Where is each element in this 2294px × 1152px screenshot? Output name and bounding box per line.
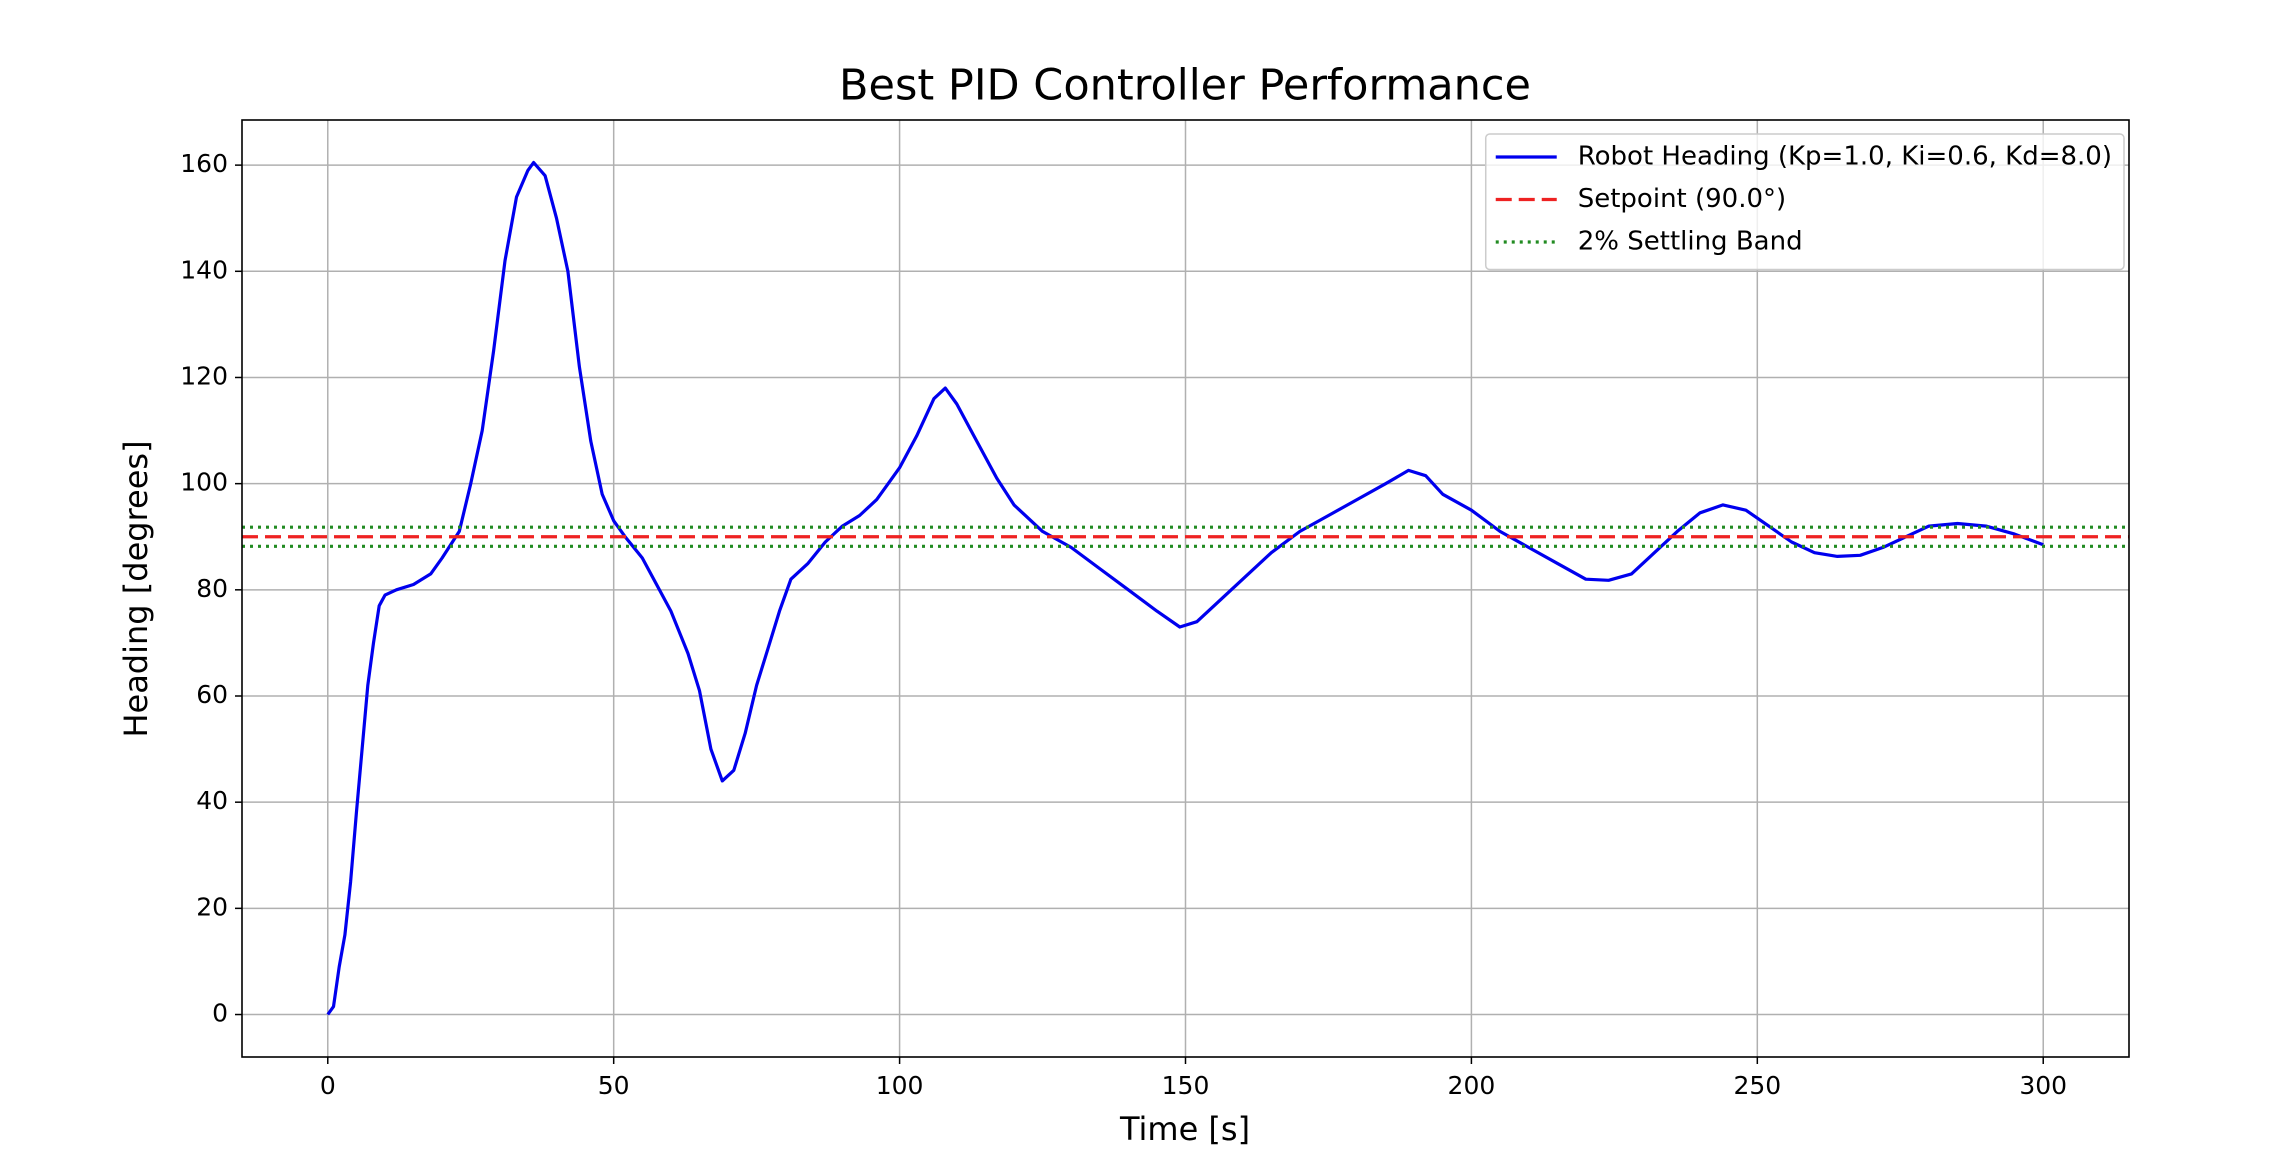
x-axis-label: Time [s]	[1119, 1110, 1250, 1148]
legend-label: Setpoint (90.0°)	[1578, 184, 1786, 214]
legend: Robot Heading (Kp=1.0, Ki=0.6, Kd=8.0) Se…	[1484, 133, 2125, 271]
x-tick-label: 100	[876, 1071, 924, 1100]
legend-label: Robot Heading (Kp=1.0, Ki=0.6, Kd=8.0)	[1578, 142, 2112, 172]
y-tick-label: 20	[196, 892, 228, 921]
legend-label: 2% Settling Band	[1578, 227, 1803, 257]
y-tick-label: 120	[180, 361, 228, 390]
y-tick-label: 160	[180, 149, 228, 178]
y-tick-label: 100	[180, 468, 228, 497]
legend-box	[1484, 133, 2125, 271]
y-tick-label: 60	[196, 680, 228, 709]
y-tick-label: 40	[196, 786, 228, 815]
plot-frame	[241, 119, 2130, 1058]
x-tick-label: 250	[1733, 1071, 1781, 1100]
x-tick-label: 0	[320, 1071, 336, 1100]
x-tick-label: 300	[2019, 1071, 2067, 1100]
y-tick-label: 0	[212, 999, 228, 1028]
x-tick-label: 50	[598, 1071, 630, 1100]
chart-title: Best PID Controller Performance	[839, 61, 1531, 111]
y-axis-label: Heading [degrees]	[117, 440, 155, 737]
x-tick-label: 200	[1448, 1071, 1496, 1100]
y-tick-label: 140	[180, 255, 228, 284]
data-line	[326, 160, 2044, 1016]
y-tick-label: 80	[196, 574, 228, 603]
x-tick-label: 150	[1162, 1071, 1210, 1100]
